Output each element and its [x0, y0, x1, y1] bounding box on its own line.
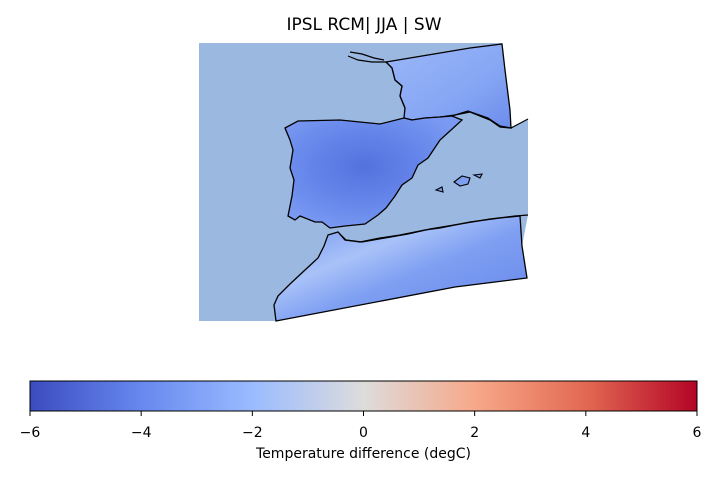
coastline-north-african-shore — [337, 214, 529, 243]
land-iberia — [284, 115, 464, 229]
colorbar: −6 −4 −2 0 2 4 6 Temperature difference (degC) — [20, 380, 702, 462]
island-mallorca — [453, 175, 471, 187]
coastline-gulf-of-lion — [451, 110, 529, 129]
map-title: IPSL RCM| JJA | SW — [286, 15, 442, 35]
colorbar-tick-label: 2 — [470, 425, 479, 441]
colorbar-tick-label: −2 — [242, 425, 263, 441]
colorbar-label: Temperature difference (degC) — [255, 446, 471, 462]
map-panel — [199, 43, 529, 322]
colorbar-tick-label: 4 — [581, 425, 590, 441]
coastline-brittany — [349, 51, 385, 61]
colorbar-tick-label: 6 — [693, 425, 702, 441]
colorbar-tick-label: −4 — [131, 425, 152, 441]
coastline-bay-of-biscay — [347, 55, 406, 109]
island-ibiza — [434, 186, 444, 193]
colorbar-tick-label: −6 — [20, 425, 41, 441]
colorbar-tick-label: 0 — [359, 425, 368, 441]
colorbar-gradient — [29, 380, 698, 412]
island-menorca — [472, 173, 483, 179]
